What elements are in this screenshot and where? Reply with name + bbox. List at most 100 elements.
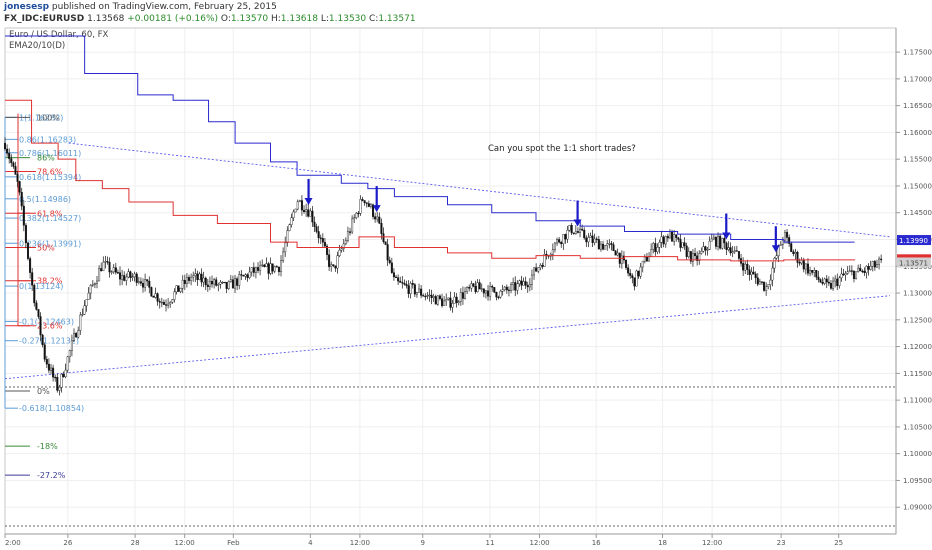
candle-body: [250, 267, 253, 273]
candle-body: [664, 236, 667, 245]
price-tag-label: 1.13571: [899, 259, 928, 267]
x-tick-label: 16: [592, 539, 601, 547]
candle-body: [208, 280, 211, 287]
price-change: +0.00181 (+0.16%): [127, 14, 219, 24]
candle-body: [6, 148, 9, 154]
candle-body: [58, 387, 61, 391]
candle-body: [171, 299, 174, 303]
candle-body: [131, 276, 134, 278]
candle-body: [666, 236, 669, 239]
candle-body: [288, 224, 291, 232]
candle-body: [22, 205, 25, 226]
candle-body: [865, 266, 868, 273]
x-tick-label: 12:00: [702, 539, 722, 547]
candle-body: [334, 265, 337, 269]
candle-body: [476, 282, 479, 292]
candle-body: [612, 244, 615, 252]
candle-body: [518, 280, 521, 284]
candle-body: [397, 277, 400, 282]
candle-body: [114, 267, 117, 273]
candle-body: [689, 251, 692, 262]
ema-lines: [5, 35, 856, 262]
candle-body: [305, 209, 308, 212]
short-arrows: [304, 178, 780, 253]
ema-fast-line: [5, 99, 856, 262]
candle-body: [510, 284, 513, 291]
candle-body: [16, 174, 19, 182]
candle-body: [137, 281, 140, 283]
candle-body: [855, 271, 858, 279]
indicator-label: EMA20/10(D): [9, 41, 66, 51]
candle-body: [591, 235, 594, 243]
fib-label: -27.2%: [37, 471, 66, 480]
candle-body: [493, 287, 496, 293]
candle-body: [415, 292, 418, 295]
candle-body: [629, 272, 632, 276]
candle-body: [121, 275, 124, 280]
candle-body: [832, 280, 835, 289]
candle-body: [200, 273, 203, 283]
candle-body: [303, 209, 306, 212]
candle-body: [20, 192, 23, 207]
candle-body: [687, 251, 690, 257]
candle-body: [760, 281, 763, 283]
candle-body: [783, 232, 786, 241]
candle-body: [683, 242, 686, 247]
candle-body: [873, 261, 876, 268]
fib-label: -18%: [37, 442, 58, 451]
candle-body: [388, 259, 391, 264]
candle-body: [466, 287, 469, 292]
candle-body: [426, 295, 429, 297]
candle-body: [313, 221, 316, 227]
candle-body: [706, 249, 709, 251]
fib-label: 100%: [37, 113, 60, 122]
candle-body: [8, 153, 11, 159]
candle-body: [282, 251, 285, 261]
candle-body: [217, 284, 220, 286]
candle-body: [474, 285, 477, 292]
down-arrow-icon: [771, 226, 780, 253]
author-name[interactable]: jonesesp: [4, 2, 50, 12]
trendline: [68, 142, 891, 238]
candle-body: [392, 272, 395, 278]
candle-body: [537, 267, 540, 272]
candle-body: [731, 251, 734, 254]
candle-body: [581, 228, 584, 231]
candle-body: [50, 367, 53, 371]
candle-body: [29, 258, 32, 273]
candle-body: [566, 229, 569, 240]
down-arrow-icon: [722, 213, 731, 240]
candle-body: [514, 282, 517, 291]
candle-body: [593, 238, 596, 243]
candle-body: [296, 201, 299, 210]
fib-label: -0.27(1.12132): [19, 337, 79, 346]
candle-body: [570, 225, 573, 234]
candle-body: [564, 234, 567, 240]
fib-label: 0.618(1.15394): [19, 173, 81, 182]
candle-body: [639, 266, 642, 277]
x-tick-label: 18: [658, 539, 667, 547]
candle-body: [357, 212, 360, 215]
candle-body: [595, 238, 598, 240]
candle-body: [863, 270, 866, 273]
candle-body: [585, 237, 588, 243]
candle-body: [77, 330, 80, 338]
x-tick-label: 26: [63, 539, 72, 547]
candle-body: [110, 271, 113, 273]
candle-body: [422, 295, 425, 297]
candle-body: [227, 281, 230, 289]
candle-body: [106, 261, 109, 263]
fib-label: 0(1.13124): [19, 282, 63, 291]
candle-body: [47, 363, 50, 371]
candle-body: [332, 264, 335, 266]
candle-body: [723, 238, 726, 244]
candle-body: [267, 263, 270, 274]
price-tag-label: 1.13990: [899, 237, 928, 245]
candle-body: [443, 300, 446, 306]
candle-body: [73, 333, 76, 341]
candle-body: [700, 251, 703, 254]
y-tick-label: 1.13000: [903, 290, 932, 298]
candle-body: [434, 296, 437, 305]
candle-body: [875, 264, 878, 268]
